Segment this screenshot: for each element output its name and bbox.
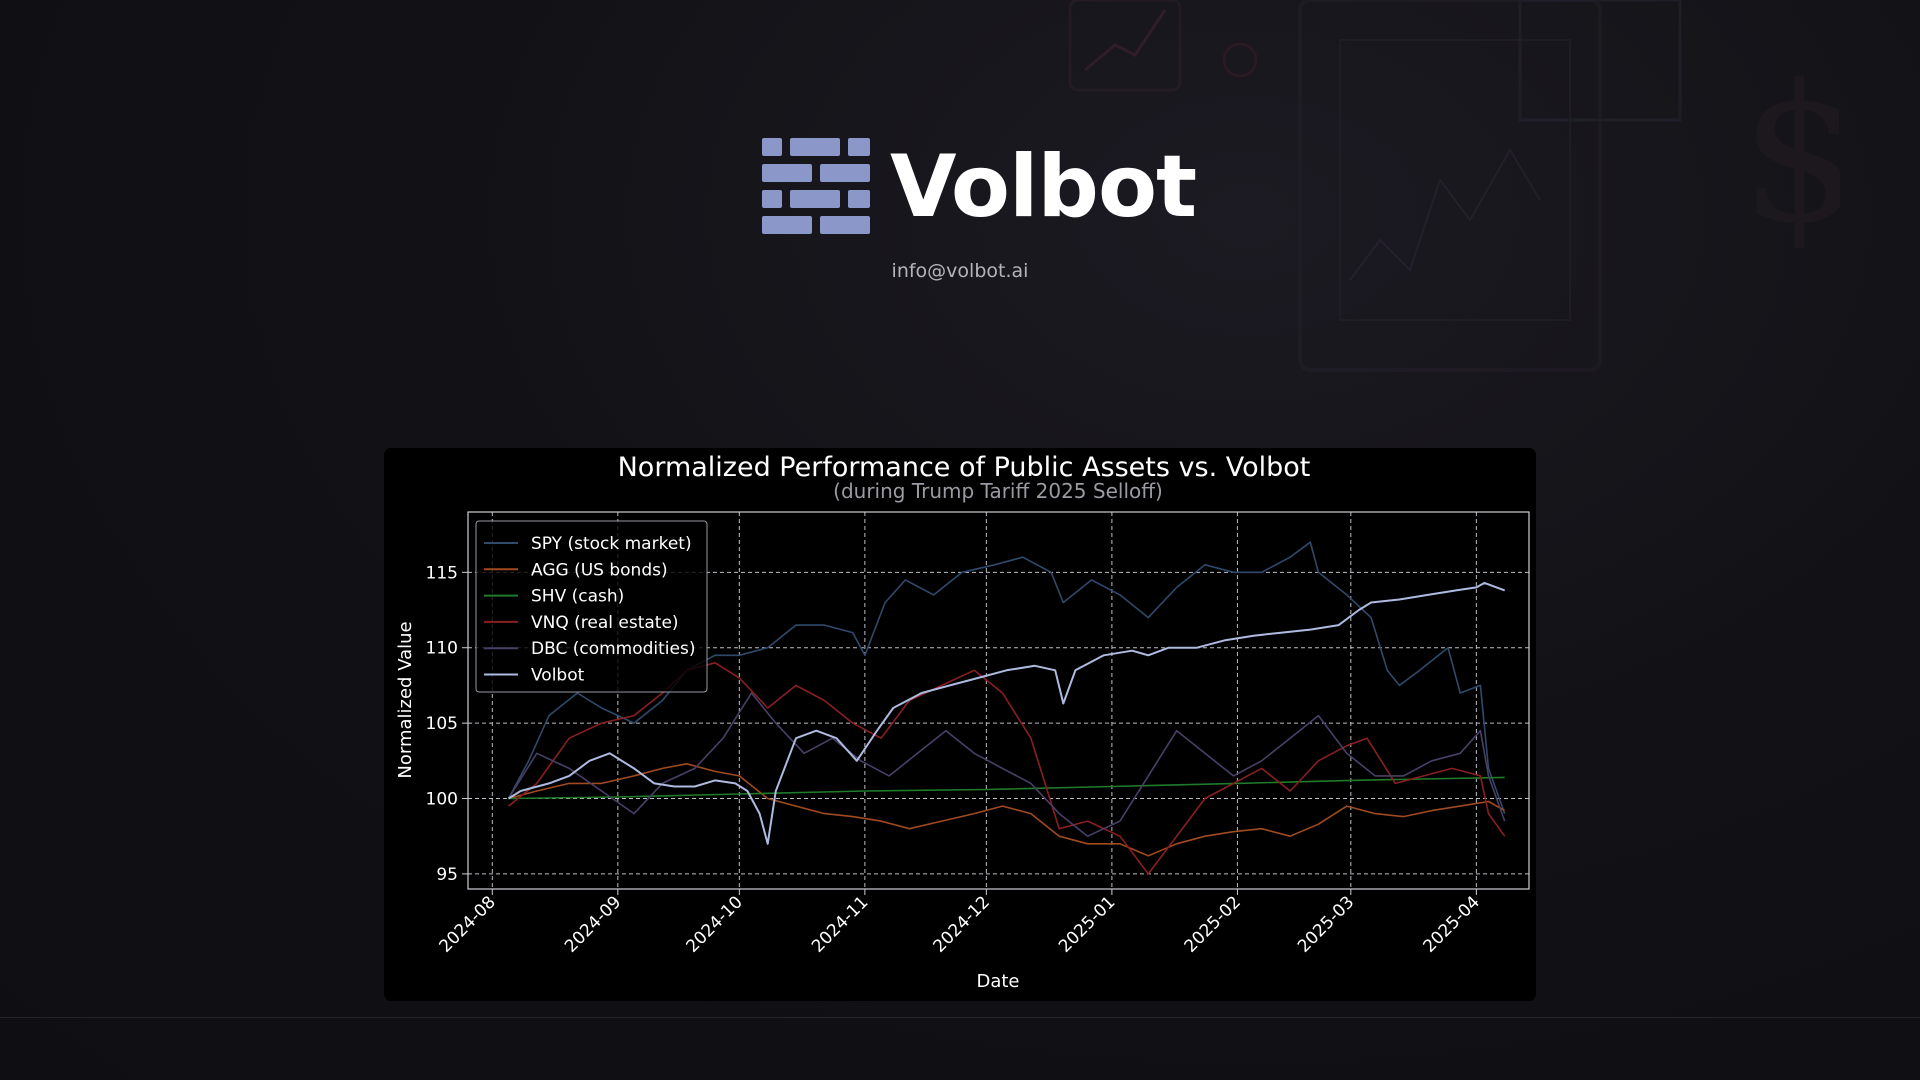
series-line-shv-cash [508,776,1505,800]
plot-frame [467,511,1530,890]
x-axis-label: Date [976,971,1019,992]
brand-name: Volbot [890,137,1197,237]
legend-label: SHV (cash) [531,587,624,607]
brick-logo-icon [762,138,870,234]
legend-box [475,520,708,693]
y-axis-label: Normalized Value [395,621,416,778]
legend-label: SPY (stock market) [531,534,692,554]
series-line-dbc-commodities [507,692,1506,838]
x-tick-label: 2025-04 [1420,892,1484,956]
y-tick-labels: 95 100 105 110 115 [426,563,468,885]
x-tick-label: 2024-08 [435,892,499,956]
y-tick-label: 115 [426,563,458,583]
brand-header: Volbot [762,137,1197,237]
performance-chart: Normalized Performance of Public Assets … [395,452,1530,992]
series-line-agg-us-bonds [508,762,1506,857]
chart-title: Normalized Performance of Public Assets … [618,452,1311,483]
x-tick-label: 2025-02 [1181,892,1245,956]
x-tick-label: 2024-09 [561,892,625,956]
contact-email[interactable]: info@volbot.ai [891,260,1029,282]
x-tick-label: 2025-01 [1055,892,1119,956]
chart-legend: SPY (stock market) AGG (US bonds) SHV (cas… [475,520,708,693]
legend-label: DBC (commodities) [531,639,695,659]
x-tick-label: 2024-12 [930,892,994,956]
x-tick-labels: 2024-08 2024-09 2024-10 2024-11 2024-12 2025-… [435,889,1484,957]
legend-label: Volbot [531,666,585,686]
series-line-volbot [507,581,1506,845]
chart-subtitle: (during Trump Tariff 2025 Selloff) [833,479,1163,503]
legend-label: VNQ (real estate) [531,613,679,633]
y-tick-label: 110 [426,639,458,659]
x-tick-label: 2025-03 [1294,892,1358,956]
y-tick-label: 95 [436,865,458,885]
background-illustration: $ [1068,0,1840,372]
x-tick-label: 2024-11 [808,892,872,956]
y-tick-label: 100 [426,790,458,810]
legend-label: AGG (US bonds) [531,560,668,580]
x-tick-label: 2024-10 [682,892,746,956]
footer-divider [0,1017,1920,1018]
chart-card: Normalized Performance of Public Assets … [384,448,1536,1001]
svg-text:$: $ [1740,44,1840,265]
y-tick-label: 105 [426,714,458,734]
series-line-vnq-real-estate [507,662,1506,875]
